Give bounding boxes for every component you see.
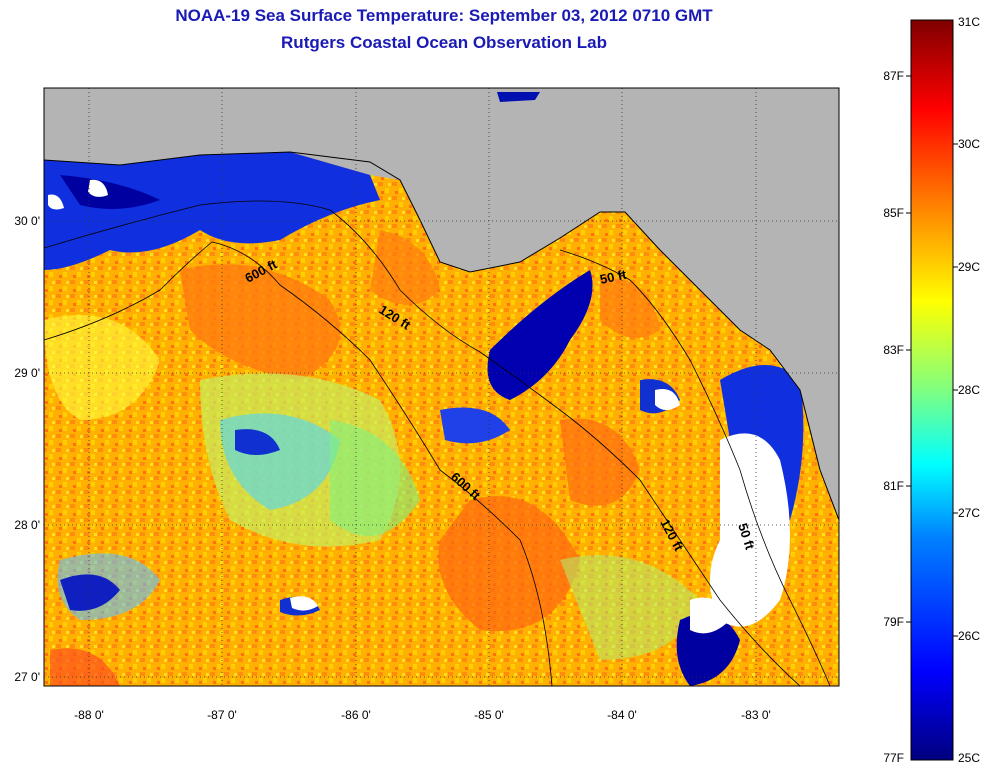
lon-tick-label: -83 0' <box>741 708 771 722</box>
warm-patch <box>180 264 340 380</box>
lake-water <box>497 92 540 102</box>
colorbar-gradient <box>910 19 954 761</box>
colorbar-fahrenheit-label: 81F <box>883 479 904 493</box>
lat-tick-label: 30 0' <box>14 214 40 228</box>
cold-patch <box>235 429 280 455</box>
bathymetry-contour-600ft <box>44 241 553 686</box>
nodata-patch <box>690 597 730 634</box>
colorbar-fahrenheit-label: 85F <box>883 206 904 220</box>
lat-tick-label: 29 0' <box>14 366 40 380</box>
lon-tick-label: -88 0' <box>74 708 104 722</box>
colorbar-celsius-label: 29C <box>958 260 980 274</box>
contour-label: 50 ft <box>599 267 629 287</box>
colorbar-fahrenheit-label: 87F <box>883 69 904 83</box>
colorbar-fahrenheit-label: 79F <box>883 615 904 629</box>
lat-tick-label: 28 0' <box>14 518 40 532</box>
map-title: NOAA-19 Sea Surface Temperature: Septemb… <box>175 6 713 25</box>
cold-patch <box>60 574 120 611</box>
latitude-axis: 30 0' 29 0' 28 0' 27 0' <box>14 214 40 684</box>
cool-zone <box>560 555 700 660</box>
lat-tick-label: 27 0' <box>14 670 40 684</box>
colorbar-celsius-label: 28C <box>958 383 980 397</box>
colorbar-fahrenheit-label: 83F <box>883 343 904 357</box>
cold-patch <box>440 407 510 444</box>
nodata-patch <box>48 194 64 210</box>
colorbar-fahrenheit-label: 77F <box>883 751 904 765</box>
colorbar: 31C 30C 29C 28C 27C 26C 25C 87F 85F 83F … <box>883 15 980 765</box>
coastline-land <box>44 88 839 520</box>
cold-patch <box>676 613 740 686</box>
cool-zone <box>330 420 420 536</box>
warm-patch <box>560 418 640 506</box>
colorbar-celsius-label: 26C <box>958 629 980 643</box>
lon-tick-label: -85 0' <box>474 708 504 722</box>
graticule <box>44 88 839 686</box>
warm-patch <box>50 648 120 686</box>
cold-patch <box>44 152 380 270</box>
bathymetry-contour-50ft <box>559 249 831 686</box>
lon-tick-label: -87 0' <box>207 708 237 722</box>
warm-patch <box>600 278 660 338</box>
colorbar-celsius-label: 25C <box>958 751 980 765</box>
bathymetry-contour-120ft <box>44 200 801 686</box>
lon-tick-label: -86 0' <box>341 708 371 722</box>
colorbar-celsius-label: 27C <box>958 506 980 520</box>
nodata-patch <box>290 596 318 611</box>
nodata-patch <box>88 179 108 197</box>
nodata-patch <box>710 433 790 627</box>
cold-patch <box>60 175 160 209</box>
warm-patch <box>438 496 580 632</box>
lon-tick-label: -84 0' <box>607 708 637 722</box>
map-subtitle: Rutgers Coastal Ocean Observation Lab <box>281 33 607 52</box>
colorbar-celsius-label: 31C <box>958 15 980 29</box>
cool-zone <box>44 315 160 420</box>
sst-map <box>44 88 839 686</box>
nodata-patch <box>655 389 680 410</box>
colorbar-celsius-label: 30C <box>958 137 980 151</box>
cold-patch <box>487 270 593 400</box>
warm-patch <box>370 230 440 305</box>
map-frame <box>43 87 840 687</box>
coastline <box>44 151 839 521</box>
longitude-axis: -88 0' -87 0' -86 0' -85 0' -84 0' -83 0… <box>74 708 771 722</box>
